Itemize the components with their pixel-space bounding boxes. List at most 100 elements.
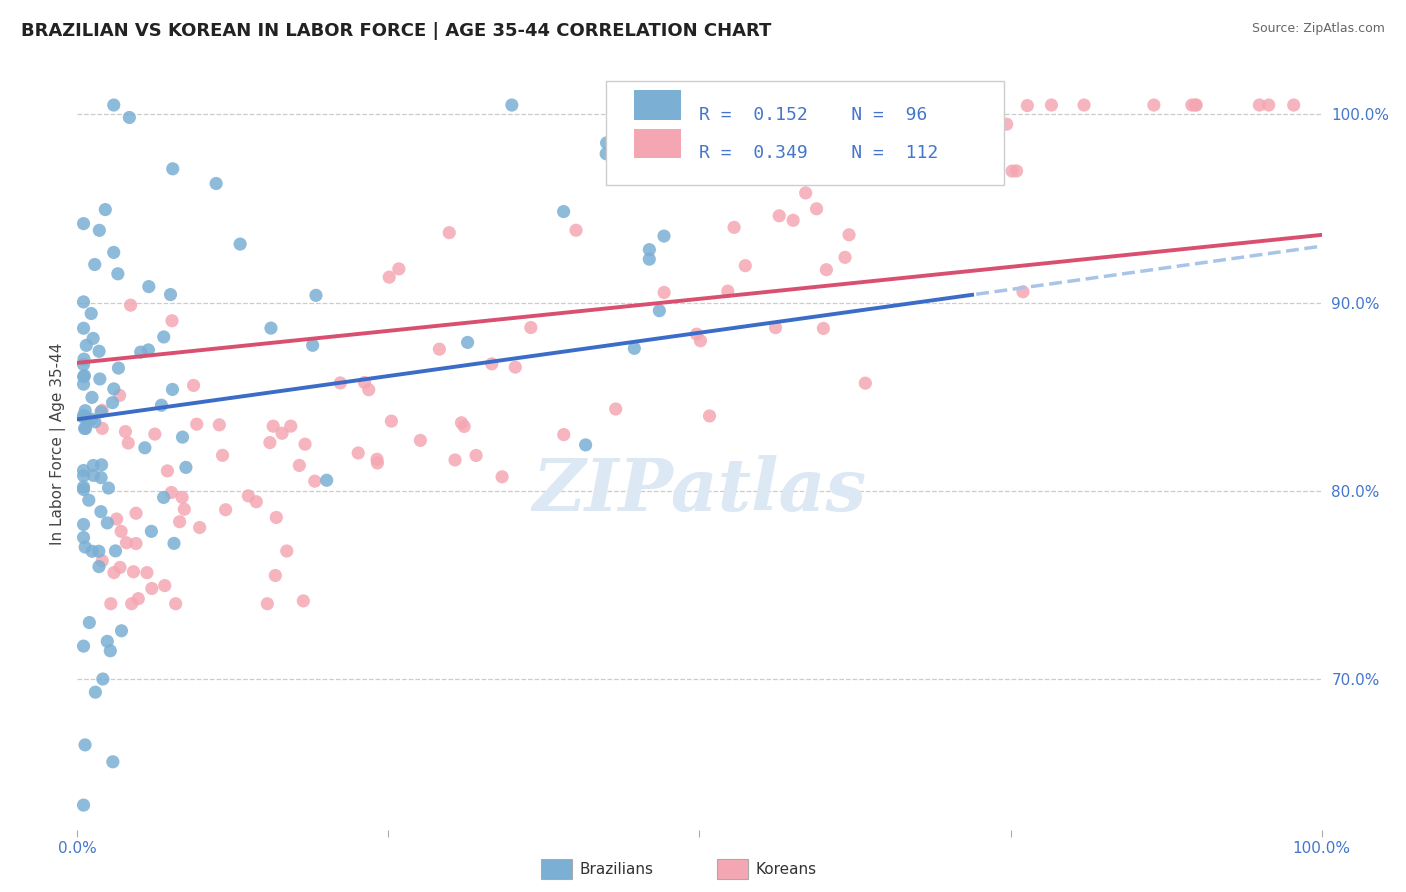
Point (211, 448, 233, 462)
Point (782, 213, 804, 227)
Text: Source: ZipAtlas.com: Source: ZipAtlas.com (1251, 22, 1385, 36)
Point (838, 227, 860, 242)
Point (266, 510, 288, 524)
Point (72, 480, 94, 494)
Point (82, 544, 104, 558)
Point (103, 98, 125, 112)
Point (73, 738, 96, 752)
Point (734, 259, 756, 273)
Point (229, 237, 252, 252)
Point (101, 755, 124, 769)
Point (301, 338, 323, 352)
FancyBboxPatch shape (634, 90, 681, 120)
FancyBboxPatch shape (634, 129, 681, 158)
Point (83, 415, 105, 429)
Point (152, 330, 174, 344)
Point (260, 321, 283, 335)
Point (120, 298, 142, 312)
Point (87, 344, 110, 359)
Point (245, 494, 267, 508)
Point (347, 446, 370, 460)
Point (1185, 98, 1208, 112)
Point (595, 146, 617, 161)
Point (294, 437, 316, 451)
Point (153, 578, 176, 592)
Text: Koreans: Koreans (755, 863, 815, 877)
Point (89, 223, 111, 237)
Point (276, 544, 298, 558)
Point (125, 536, 148, 550)
Point (815, 262, 838, 277)
Point (638, 243, 661, 257)
Point (172, 430, 194, 444)
Text: BRAZILIAN VS KOREAN IN LABOR FORCE | AGE 35-44 CORRELATION CHART: BRAZILIAN VS KOREAN IN LABOR FORCE | AGE… (21, 22, 772, 40)
Point (740, 163, 762, 178)
Point (457, 335, 479, 350)
Point (689, 334, 711, 348)
Point (315, 473, 337, 487)
Point (72, 369, 94, 384)
Point (72, 358, 94, 372)
Point (1001, 164, 1024, 178)
Point (648, 303, 671, 318)
Point (141, 524, 163, 539)
Point (280, 419, 302, 434)
Point (150, 398, 173, 412)
Point (995, 117, 1018, 131)
Point (163, 536, 186, 550)
Point (186, 417, 208, 432)
Point (1257, 98, 1279, 112)
Point (501, 98, 523, 112)
Point (444, 453, 467, 467)
Point (453, 419, 475, 434)
Point (264, 568, 287, 582)
Point (100, 597, 122, 611)
Point (91, 421, 114, 435)
Point (565, 223, 588, 237)
Point (77, 493, 100, 508)
Point (380, 414, 402, 428)
Point (238, 489, 260, 503)
Point (821, 130, 844, 145)
Point (683, 98, 706, 112)
Point (623, 342, 645, 356)
Point (122, 565, 145, 579)
Point (83, 258, 105, 272)
Point (1249, 98, 1271, 112)
Point (72, 217, 94, 231)
Point (169, 515, 191, 529)
Point (104, 544, 127, 558)
Point (118, 111, 141, 125)
Point (107, 267, 129, 281)
Point (851, 150, 873, 164)
Point (520, 320, 543, 334)
Point (723, 220, 745, 235)
Point (768, 209, 790, 223)
Point (72, 321, 94, 335)
Point (110, 524, 132, 539)
Point (717, 284, 740, 298)
Point (1040, 98, 1063, 112)
Point (98, 644, 121, 658)
Point (553, 204, 575, 219)
Point (813, 321, 835, 335)
Point (429, 342, 451, 356)
Point (491, 470, 513, 484)
Point (101, 395, 124, 409)
Point (730, 151, 752, 165)
Point (1012, 285, 1035, 299)
Point (94, 202, 117, 217)
Point (156, 464, 179, 478)
Point (595, 136, 617, 150)
Point (129, 345, 152, 359)
Point (72, 409, 94, 423)
Text: Brazilians: Brazilians (579, 863, 654, 877)
Point (80, 391, 103, 405)
Text: R =  0.349    N =  112: R = 0.349 N = 112 (700, 145, 939, 162)
Point (79, 615, 101, 630)
Point (842, 106, 865, 120)
Point (73, 409, 96, 424)
Point (159, 287, 181, 301)
Point (1282, 98, 1305, 112)
FancyBboxPatch shape (606, 81, 1004, 186)
